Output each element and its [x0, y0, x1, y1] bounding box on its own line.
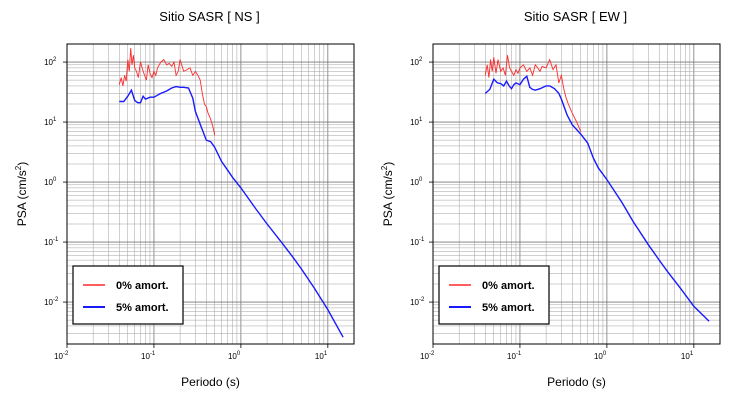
legend-label: 0% amort.: [482, 280, 535, 292]
y-axis-label-sup: 2: [380, 165, 389, 170]
y-tick-label: 10: [410, 178, 419, 187]
series-line-red: [118, 48, 216, 136]
y-tick-exponent: -2: [419, 297, 425, 303]
chart-title: Sitio SASR [ NS ]: [159, 9, 259, 24]
x-tick-exponent: 1: [690, 351, 694, 357]
x-tick-label: 10: [141, 352, 150, 361]
y-tick-label: 10: [44, 298, 53, 307]
series-line-red: [484, 55, 582, 132]
series-line-blue: [119, 85, 344, 338]
y-tick-label: 10: [44, 178, 53, 187]
x-axis-label: Periodo (s): [181, 375, 240, 389]
x-tick-exponent: -1: [516, 351, 522, 357]
legend-box: [72, 265, 184, 325]
y-axis-label: PSA (cm/s2): [380, 162, 395, 226]
y-tick-label: 10: [410, 118, 419, 127]
y-tick-label: 10: [44, 58, 53, 67]
x-tick-exponent: 1: [324, 351, 328, 357]
y-tick-exponent: -1: [419, 237, 425, 243]
y-axis-label-base: PSA (cm/s: [15, 170, 29, 226]
y-axis-label-end: ): [381, 162, 395, 166]
y-tick-label: 10: [44, 118, 53, 127]
y-tick-exponent: 0: [53, 177, 57, 183]
legend: 0% amort. 5% amort.: [438, 265, 550, 325]
x-tick-label: 10: [420, 352, 429, 361]
x-tick-exponent: -2: [63, 351, 69, 357]
x-tick-exponent: -2: [429, 351, 435, 357]
legend-box: [438, 265, 550, 325]
y-tick-label: 10: [44, 238, 53, 247]
x-tick-label: 10: [54, 352, 63, 361]
x-tick-exponent: 0: [603, 351, 607, 357]
y-tick-label: 10: [410, 238, 419, 247]
legend-label: 0% amort.: [116, 280, 169, 292]
y-tick-label: 10: [410, 58, 419, 67]
y-tick-exponent: 1: [419, 117, 423, 123]
legend-label: 5% amort.: [482, 302, 535, 314]
x-tick-label: 10: [681, 352, 690, 361]
legend: 0% amort. 5% amort.: [72, 265, 184, 325]
x-axis-label: Periodo (s): [547, 375, 606, 389]
y-tick-exponent: 2: [53, 57, 57, 63]
series-line-blue: [484, 75, 710, 322]
y-axis-label-sup: 2: [14, 165, 23, 170]
plot-frame: [66, 43, 355, 345]
x-tick-label: 10: [594, 352, 603, 361]
y-tick-exponent: -2: [53, 297, 59, 303]
y-tick-exponent: 1: [53, 117, 57, 123]
plot-frame: [432, 43, 721, 345]
legend-label: 5% amort.: [116, 302, 169, 314]
y-tick-label: 10: [410, 298, 419, 307]
y-axis-label: PSA (cm/s2): [14, 162, 29, 226]
grid: [432, 43, 721, 345]
x-tick-exponent: -1: [150, 351, 156, 357]
x-tick-label: 10: [315, 352, 324, 361]
y-axis-label-base: PSA (cm/s: [381, 170, 395, 226]
y-tick-exponent: 0: [419, 177, 423, 183]
y-axis-label-end: ): [15, 162, 29, 166]
chart-title: Sitio SASR [ EW ]: [524, 9, 627, 24]
y-tick-exponent: -1: [53, 237, 59, 243]
x-tick-label: 10: [507, 352, 516, 361]
y-tick-exponent: 2: [419, 57, 423, 63]
x-tick-label: 10: [228, 352, 237, 361]
x-tick-exponent: 0: [237, 351, 241, 357]
